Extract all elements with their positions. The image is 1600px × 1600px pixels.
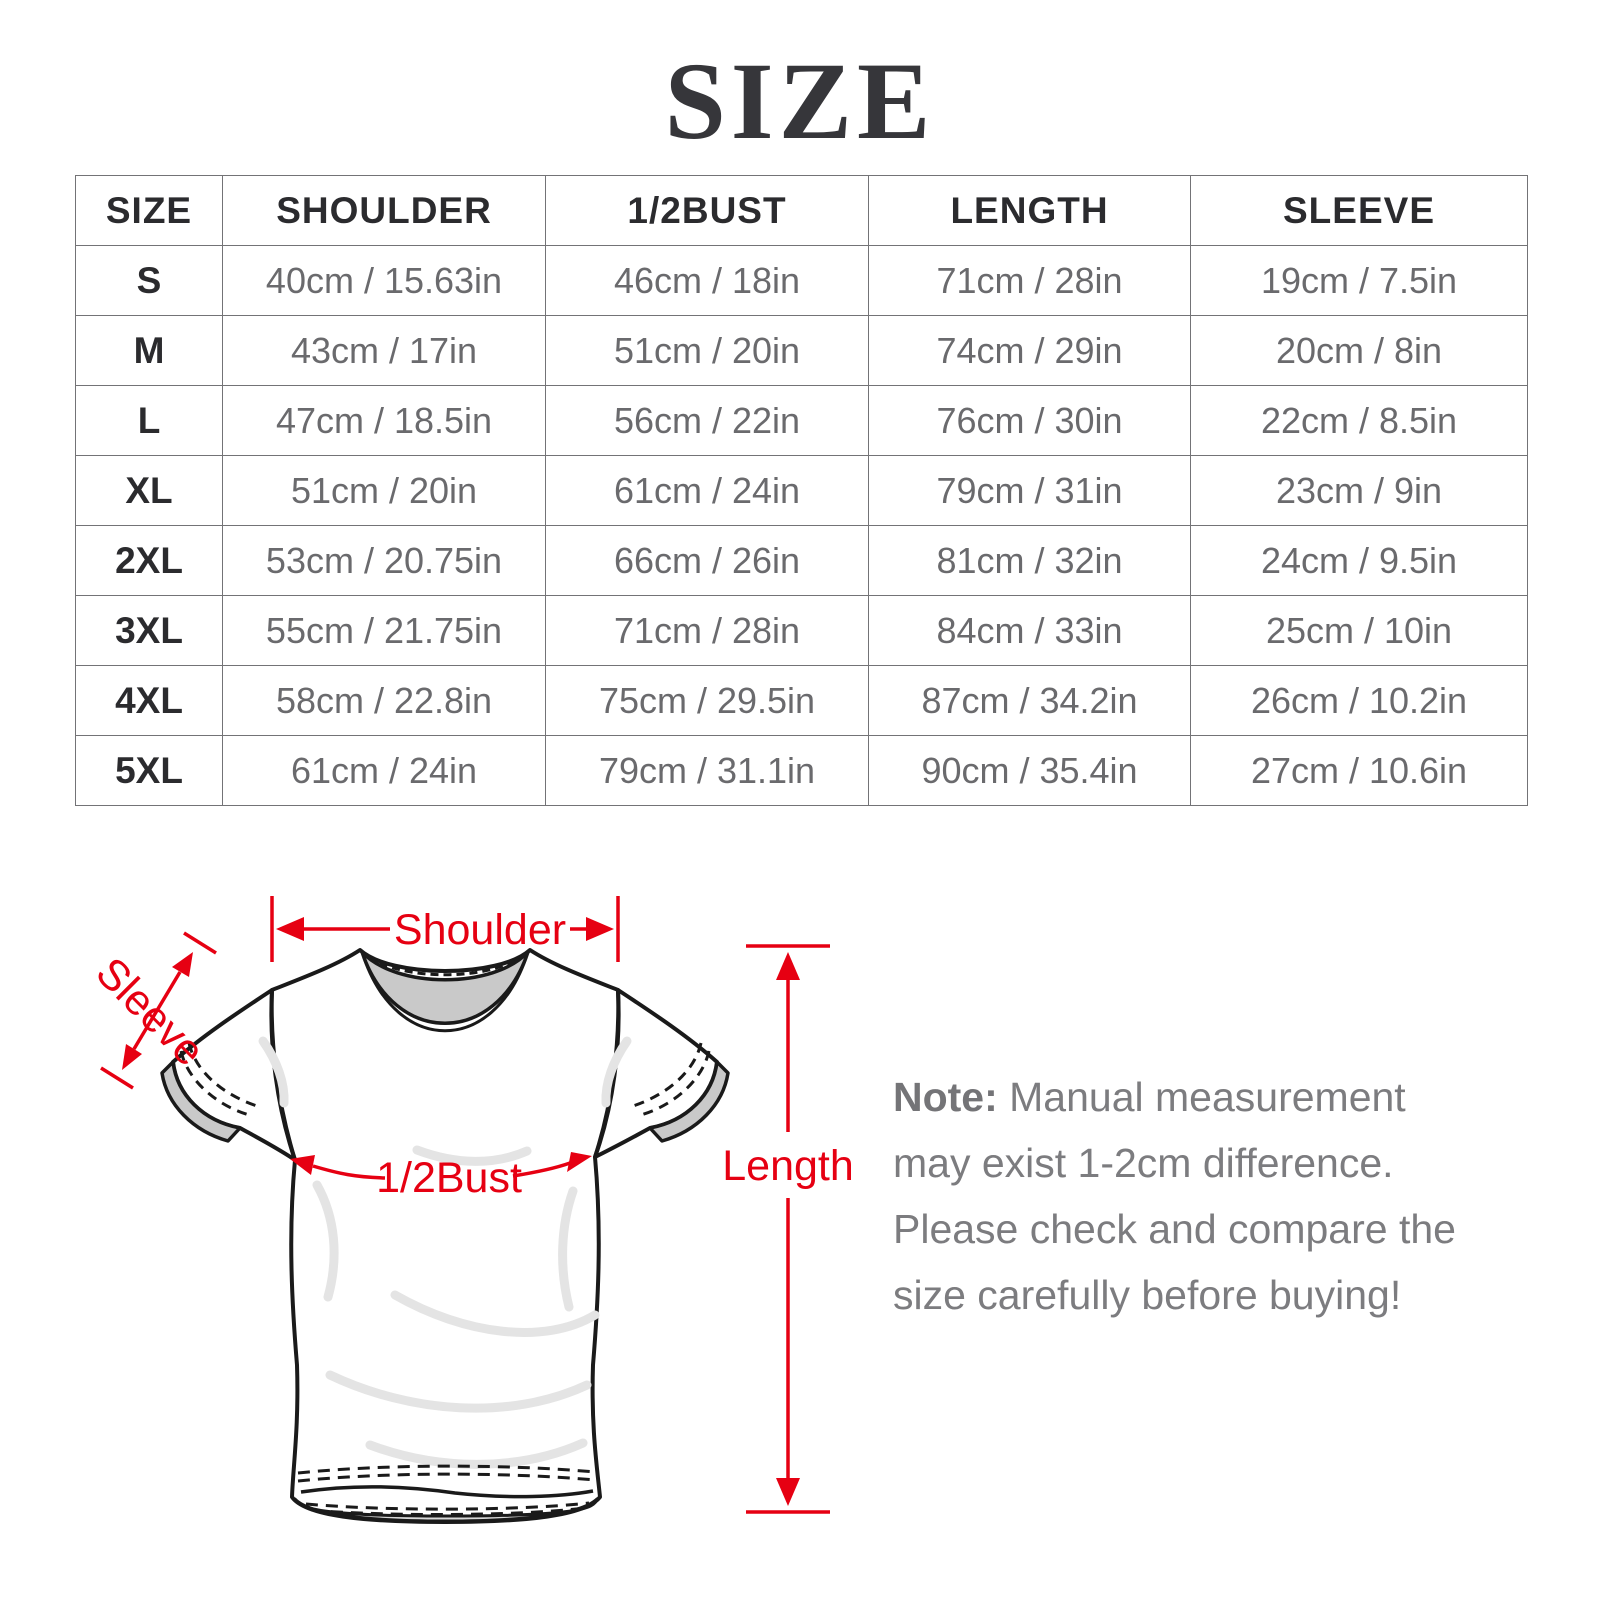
table-row: M 43cm / 17in 51cm / 20in 74cm / 29in 20… bbox=[75, 315, 1528, 386]
tshirt-illustration bbox=[160, 948, 730, 1524]
bust-label: 1/2Bust bbox=[376, 1154, 522, 1202]
wrinkle-lines bbox=[258, 1036, 632, 1469]
cell-size: 4XL bbox=[75, 665, 223, 736]
page-title: SIZE bbox=[664, 40, 936, 162]
cell-length: 90cm / 35.4in bbox=[868, 735, 1191, 806]
table-row: L 47cm / 18.5in 56cm / 22in 76cm / 30in … bbox=[75, 385, 1528, 456]
table-row: XL 51cm / 20in 61cm / 24in 79cm / 31in 2… bbox=[75, 455, 1528, 526]
cell-bust: 46cm / 18in bbox=[545, 245, 869, 316]
cell-length: 71cm / 28in bbox=[868, 245, 1191, 316]
table-row: 3XL 55cm / 21.75in 71cm / 28in 84cm / 33… bbox=[75, 595, 1528, 666]
col-header-length: LENGTH bbox=[868, 175, 1191, 246]
col-header-sleeve: SLEEVE bbox=[1190, 175, 1528, 246]
note-text: Note: Manual measurement may exist 1-2cm… bbox=[893, 1064, 1485, 1328]
length-label: Length bbox=[722, 1142, 854, 1190]
cell-shoulder: 53cm / 20.75in bbox=[222, 525, 546, 596]
table-row: 2XL 53cm / 20.75in 66cm / 26in 81cm / 32… bbox=[75, 525, 1528, 596]
col-header-size: SIZE bbox=[75, 175, 223, 246]
note-body: Manual measurement may exist 1-2cm diffe… bbox=[893, 1074, 1456, 1318]
cell-length: 74cm / 29in bbox=[868, 315, 1191, 386]
cell-bust: 56cm / 22in bbox=[545, 385, 869, 456]
col-header-bust: 1/2BUST bbox=[545, 175, 869, 246]
cell-sleeve: 20cm / 8in bbox=[1190, 315, 1528, 386]
shoulder-label: Shoulder bbox=[394, 906, 566, 954]
cell-shoulder: 55cm / 21.75in bbox=[222, 595, 546, 666]
cell-bust: 75cm / 29.5in bbox=[545, 665, 869, 736]
cell-sleeve: 23cm / 9in bbox=[1190, 455, 1528, 526]
cell-length: 79cm / 31in bbox=[868, 455, 1191, 526]
cell-sleeve: 24cm / 9.5in bbox=[1190, 525, 1528, 596]
bust-arrow: 1/2Bust bbox=[290, 1152, 592, 1202]
sleeve-arrow: Sleeve bbox=[87, 931, 217, 1090]
cell-size: 3XL bbox=[75, 595, 223, 666]
cell-bust: 66cm / 26in bbox=[545, 525, 869, 596]
cell-sleeve: 27cm / 10.6in bbox=[1190, 735, 1528, 806]
table-row: 5XL 61cm / 24in 79cm / 31.1in 90cm / 35.… bbox=[75, 735, 1528, 806]
measurement-diagram: Shoulder Sleeve 1/2Bust Lengt bbox=[87, 896, 854, 1524]
table-row: S 40cm / 15.63in 46cm / 18in 71cm / 28in… bbox=[75, 245, 1528, 316]
table-header-row: SIZE SHOULDER 1/2BUST LENGTH SLEEVE bbox=[75, 175, 1528, 246]
length-arrow: Length bbox=[722, 944, 854, 1514]
cell-bust: 61cm / 24in bbox=[545, 455, 869, 526]
cell-sleeve: 22cm / 8.5in bbox=[1190, 385, 1528, 456]
sleeve-label: Sleeve bbox=[87, 949, 214, 1076]
cell-shoulder: 51cm / 20in bbox=[222, 455, 546, 526]
cell-sleeve: 26cm / 10.2in bbox=[1190, 665, 1528, 736]
size-table: SIZE SHOULDER 1/2BUST LENGTH SLEEVE S 40… bbox=[75, 175, 1528, 806]
cell-bust: 51cm / 20in bbox=[545, 315, 869, 386]
cell-shoulder: 40cm / 15.63in bbox=[222, 245, 546, 316]
note-label: Note: bbox=[893, 1074, 998, 1120]
cell-length: 76cm / 30in bbox=[868, 385, 1191, 456]
cell-sleeve: 25cm / 10in bbox=[1190, 595, 1528, 666]
table-row: 4XL 58cm / 22.8in 75cm / 29.5in 87cm / 3… bbox=[75, 665, 1528, 736]
cell-length: 84cm / 33in bbox=[868, 595, 1191, 666]
cell-bust: 79cm / 31.1in bbox=[545, 735, 869, 806]
cell-size: M bbox=[75, 315, 223, 386]
cell-shoulder: 47cm / 18.5in bbox=[222, 385, 546, 456]
cell-size: 5XL bbox=[75, 735, 223, 806]
cell-length: 81cm / 32in bbox=[868, 525, 1191, 596]
cell-shoulder: 61cm / 24in bbox=[222, 735, 546, 806]
cell-size: L bbox=[75, 385, 223, 456]
cell-size: XL bbox=[75, 455, 223, 526]
cell-bust: 71cm / 28in bbox=[545, 595, 869, 666]
cell-sleeve: 19cm / 7.5in bbox=[1190, 245, 1528, 316]
cell-shoulder: 43cm / 17in bbox=[222, 315, 546, 386]
cell-length: 87cm / 34.2in bbox=[868, 665, 1191, 736]
cell-size: 2XL bbox=[75, 525, 223, 596]
col-header-shoulder: SHOULDER bbox=[222, 175, 546, 246]
shoulder-arrow: Shoulder bbox=[270, 896, 620, 962]
cell-size: S bbox=[75, 245, 223, 316]
cell-shoulder: 58cm / 22.8in bbox=[222, 665, 546, 736]
